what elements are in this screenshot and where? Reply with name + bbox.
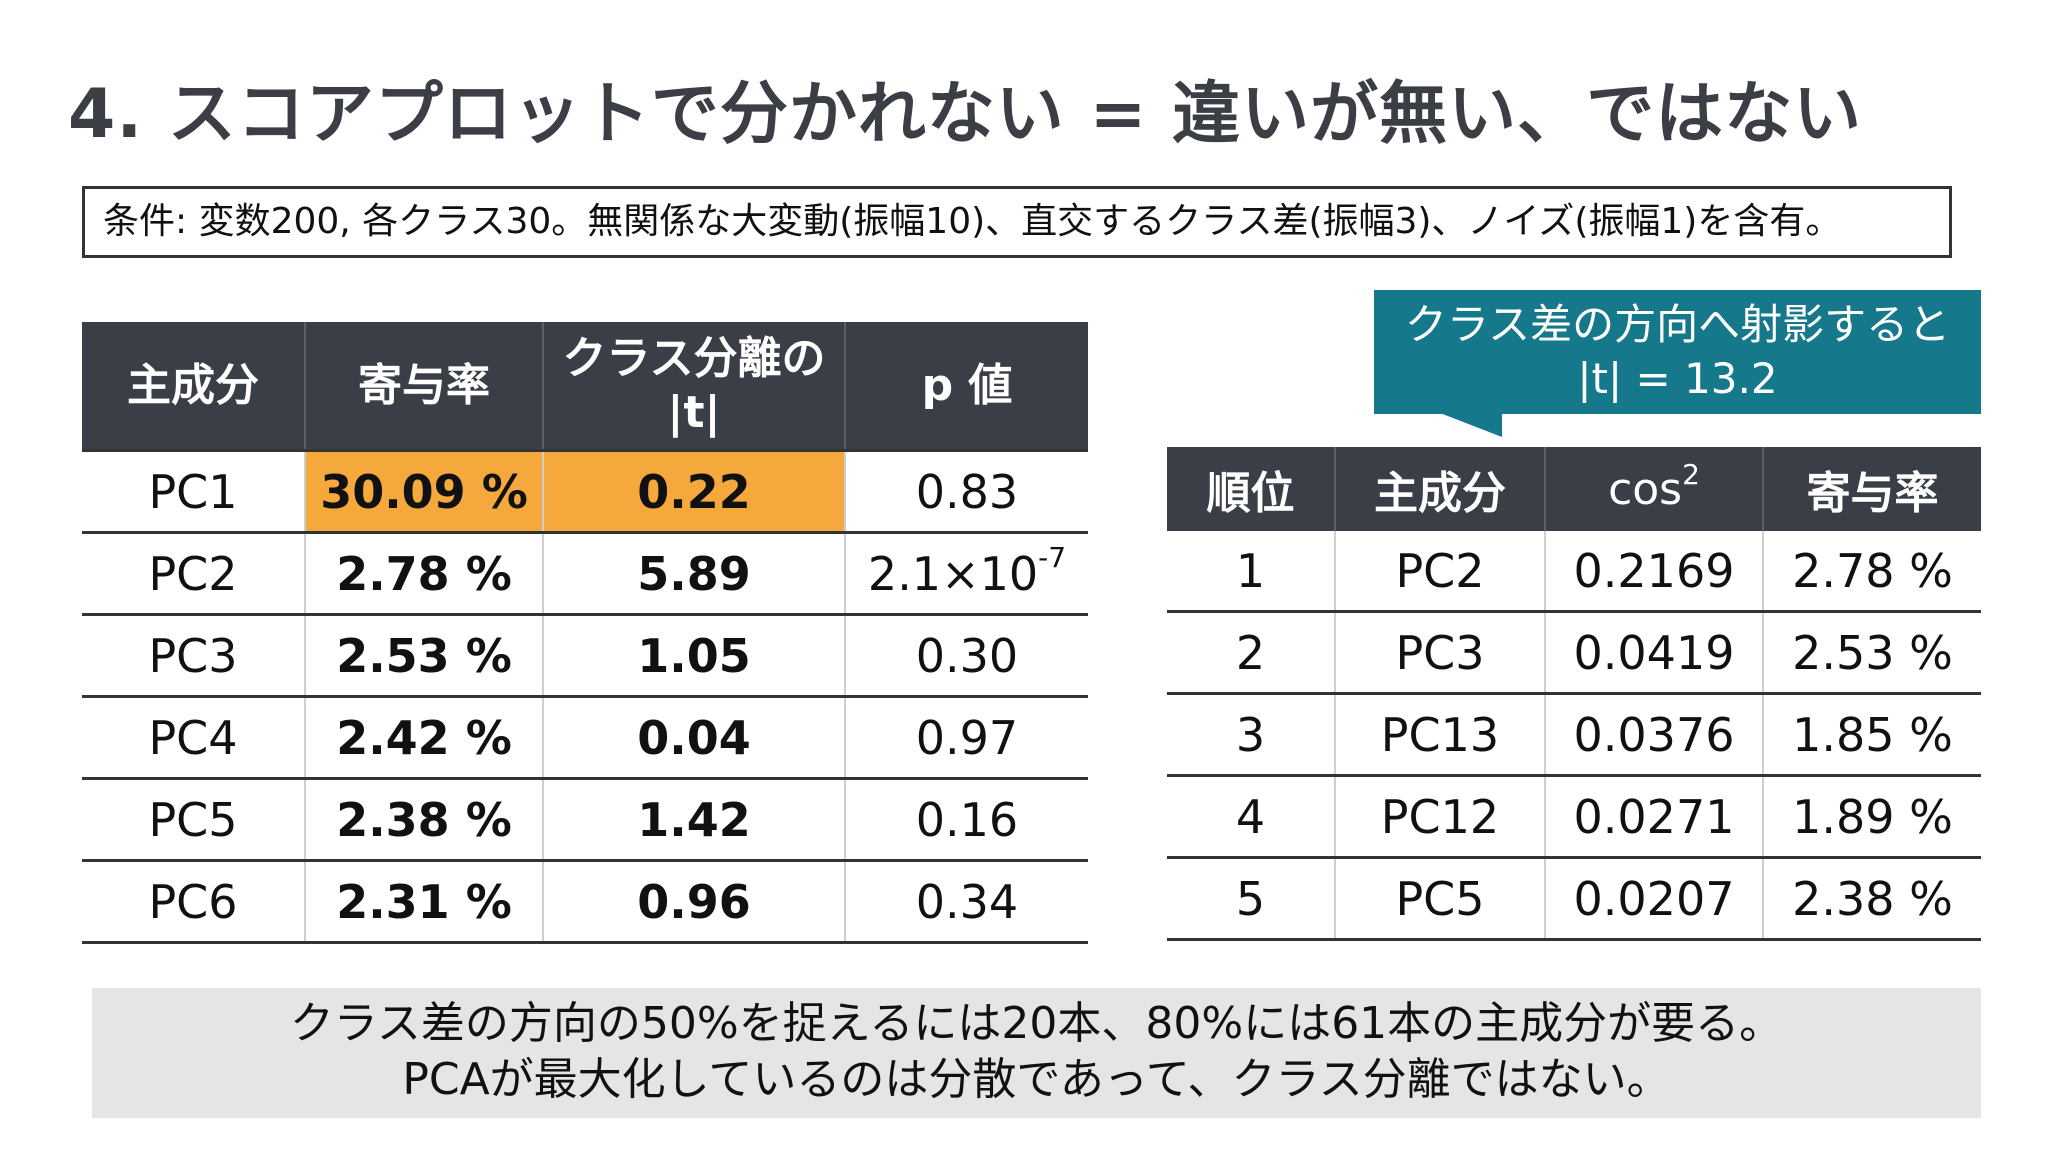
- cell-contribution: 2.53 %: [1762, 611, 1981, 695]
- header-component: 主成分: [82, 322, 305, 452]
- summary-box: クラス差の方向の50%を捉えるには20本、80%には61本の主成分が要る。 PC…: [92, 988, 1981, 1118]
- cell-rank: 5: [1167, 857, 1335, 941]
- cell-cos2: 0.0376: [1544, 693, 1763, 777]
- summary-line1: クラス差の方向の50%を捉えるには20本、80%には61本の主成分が要る。: [289, 998, 1784, 1049]
- cell-t: 1.42: [542, 778, 845, 862]
- header-component: 主成分: [1334, 447, 1545, 531]
- cell-contribution: 2.78 %: [304, 532, 543, 616]
- projection-callout: クラス差の方向へ射影すると |t| = 13.2: [1374, 290, 1981, 414]
- cell-t: 0.96: [542, 860, 845, 944]
- cos-label: cos: [1608, 463, 1683, 515]
- p-value-mantissa: 2.1×10: [867, 546, 1039, 601]
- table-row: PC4 2.42 % 0.04 0.97: [82, 696, 1088, 780]
- callout-line2: |t| = 13.2: [1577, 354, 1778, 403]
- cell-component: PC4: [82, 696, 305, 780]
- cell-component: PC3: [82, 614, 305, 698]
- table-row: 5 PC5 0.0207 2.38 %: [1167, 857, 1981, 941]
- header-class-separation: クラス分離の |t|: [542, 322, 845, 452]
- header-cos-squared: cos2: [1544, 447, 1763, 531]
- cell-component: PC1: [82, 450, 305, 534]
- cell-contribution: 2.38 %: [304, 778, 543, 862]
- cell-rank: 3: [1167, 693, 1335, 777]
- cos-exponent: 2: [1682, 457, 1700, 491]
- table-row: 1 PC2 0.2169 2.78 %: [1167, 531, 1981, 613]
- header-contribution: 寄与率: [1762, 447, 1981, 531]
- cell-component: PC12: [1334, 775, 1545, 859]
- p-value-exponent: -7: [1038, 540, 1067, 574]
- callout-line1: クラス差の方向へ射影すると: [1404, 300, 1951, 349]
- table-row: PC6 2.31 % 0.96 0.34: [82, 860, 1088, 944]
- cell-contribution: 1.89 %: [1762, 775, 1981, 859]
- table-row: PC5 2.38 % 1.42 0.16: [82, 778, 1088, 862]
- cell-contribution-highlighted: 30.09 %: [304, 450, 543, 534]
- conditions-box: 条件: 変数200, 各クラス30。無関係な大変動(振幅10)、直交するクラス差…: [82, 186, 1952, 258]
- cell-t: 1.05: [542, 614, 845, 698]
- header-rank: 順位: [1167, 447, 1335, 531]
- table-row: 2 PC3 0.0419 2.53 %: [1167, 611, 1981, 695]
- cell-contribution: 2.78 %: [1762, 531, 1981, 613]
- pca-component-table: 主成分 寄与率 クラス分離の |t| p 値 PC1 30.09 % 0.22 …: [82, 322, 1088, 944]
- cell-contribution: 2.53 %: [304, 614, 543, 698]
- cell-cos2: 0.2169: [1544, 531, 1763, 613]
- cell-component: PC13: [1334, 693, 1545, 777]
- table-row: PC2 2.78 % 5.89 2.1×10-7: [82, 532, 1088, 616]
- class-direction-ranking-table: 順位 主成分 cos2 寄与率 1 PC2 0.2169 2.78 % 2 PC…: [1167, 447, 1981, 941]
- cell-contribution: 2.42 %: [304, 696, 543, 780]
- header-p-value: p 値: [844, 322, 1088, 452]
- cell-cos2: 0.0271: [1544, 775, 1763, 859]
- table-row: PC3 2.53 % 1.05 0.30: [82, 614, 1088, 698]
- cell-cos2: 0.0419: [1544, 611, 1763, 695]
- cell-contribution: 2.31 %: [304, 860, 543, 944]
- cell-component: PC2: [82, 532, 305, 616]
- cell-t: 0.04: [542, 696, 845, 780]
- cell-component: PC2: [1334, 531, 1545, 613]
- cell-p-value: 0.97: [844, 696, 1088, 780]
- cell-component: PC5: [82, 778, 305, 862]
- cell-cos2: 0.0207: [1544, 857, 1763, 941]
- cell-p-value: 2.1×10-7: [844, 532, 1088, 616]
- header-contribution: 寄与率: [304, 322, 543, 452]
- table-row: 3 PC13 0.0376 1.85 %: [1167, 693, 1981, 777]
- callout-pointer: [1440, 413, 1502, 437]
- cell-p-value: 0.83: [844, 450, 1088, 534]
- cell-p-value: 0.34: [844, 860, 1088, 944]
- summary-line2: PCAが最大化しているのは分散であって、クラス分離ではない。: [402, 1054, 1671, 1105]
- cell-component: PC6: [82, 860, 305, 944]
- table-row: PC1 30.09 % 0.22 0.83: [82, 450, 1088, 534]
- table-row: 4 PC12 0.0271 1.89 %: [1167, 775, 1981, 859]
- table-header-row: 順位 主成分 cos2 寄与率: [1167, 447, 1981, 531]
- header-class-separation-line1: クラス分離の: [562, 332, 826, 384]
- header-class-separation-line2: |t|: [667, 386, 721, 438]
- cell-t: 5.89: [542, 532, 845, 616]
- cell-rank: 1: [1167, 531, 1335, 613]
- table-header-row: 主成分 寄与率 クラス分離の |t| p 値: [82, 322, 1088, 452]
- cell-rank: 4: [1167, 775, 1335, 859]
- cell-component: PC3: [1334, 611, 1545, 695]
- cell-p-value: 0.16: [844, 778, 1088, 862]
- slide-title: 4. スコアプロットで分かれない = 違いが無い、ではない: [68, 75, 1863, 154]
- cell-t-highlighted: 0.22: [542, 450, 845, 534]
- cell-rank: 2: [1167, 611, 1335, 695]
- cell-p-value: 0.30: [844, 614, 1088, 698]
- cell-contribution: 2.38 %: [1762, 857, 1981, 941]
- cell-component: PC5: [1334, 857, 1545, 941]
- cell-contribution: 1.85 %: [1762, 693, 1981, 777]
